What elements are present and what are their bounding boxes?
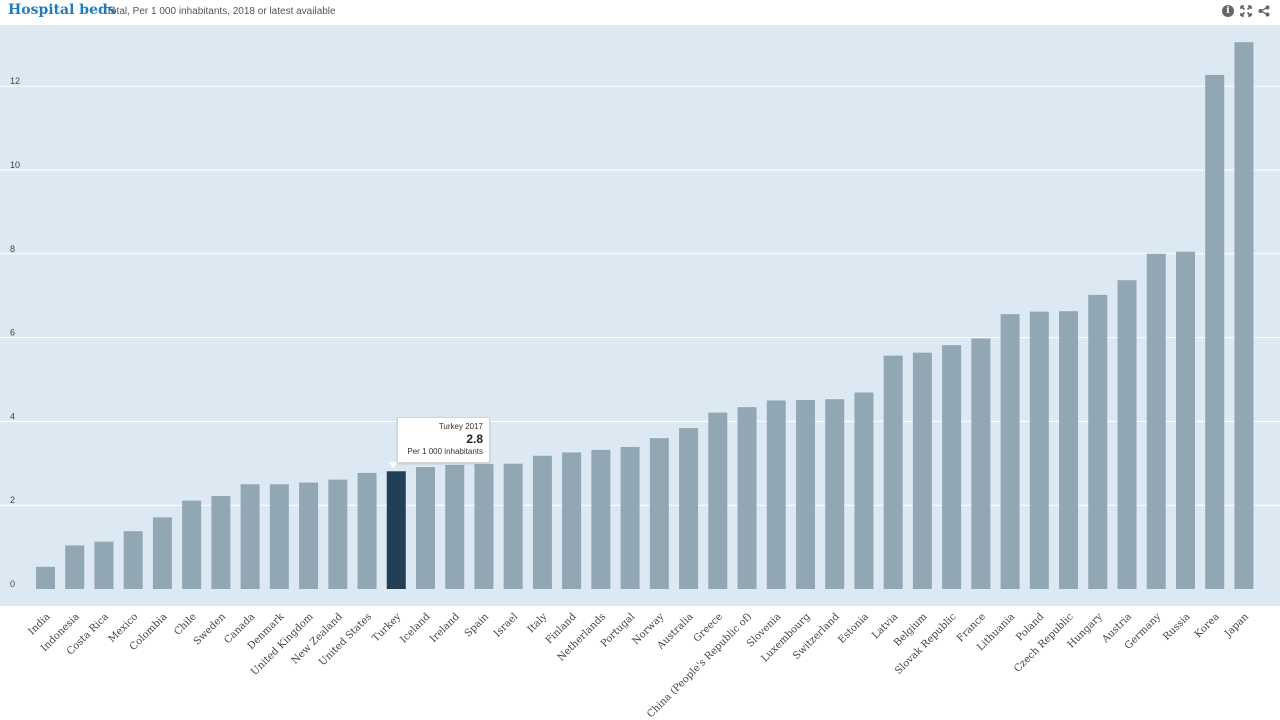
y-axis-ticks: 0 2 4 6 8 10 12 xyxy=(10,76,20,589)
bar-united-states[interactable] xyxy=(357,472,377,589)
y-tick-label: 6 xyxy=(10,328,15,338)
bar-canada[interactable] xyxy=(240,484,260,589)
x-tick-label: Russia xyxy=(1161,611,1192,642)
bar-italy[interactable] xyxy=(532,455,552,589)
bar-mexico[interactable] xyxy=(123,531,143,589)
bar-turkey[interactable] xyxy=(386,471,406,589)
bar-united-kingdom[interactable] xyxy=(299,482,319,589)
tooltip-pointer xyxy=(388,462,398,468)
bar-lithuania[interactable] xyxy=(1000,314,1020,589)
bar-new-zealand[interactable] xyxy=(328,479,348,589)
y-tick-label: 0 xyxy=(10,579,15,589)
fullscreen-icon xyxy=(1240,5,1252,17)
tooltip-label: Turkey 2017 xyxy=(438,422,483,431)
x-tick-label: New Zealand xyxy=(290,611,346,667)
gridlines xyxy=(0,85,1280,506)
chart-toolbar: i xyxy=(1222,5,1270,17)
info-icon: i xyxy=(1222,5,1234,17)
bar-hungary[interactable] xyxy=(1088,294,1108,589)
x-tick-label: Israel xyxy=(492,611,520,639)
bar-sweden[interactable] xyxy=(211,495,231,589)
bar-indonesia[interactable] xyxy=(65,545,85,589)
share-icon xyxy=(1258,5,1270,17)
x-tick-label: United States xyxy=(317,611,374,668)
bar-estonia[interactable] xyxy=(854,392,874,589)
fullscreen-button[interactable] xyxy=(1240,5,1252,17)
bar-australia[interactable] xyxy=(679,428,699,589)
info-button[interactable]: i xyxy=(1222,5,1234,17)
bars xyxy=(36,42,1254,590)
x-tick-label: Iceland xyxy=(398,611,433,646)
bar-spain[interactable] xyxy=(474,464,494,589)
y-tick-label: 10 xyxy=(10,160,20,170)
chart-subtitle: Total, Per 1 000 inhabitants, 2018 or la… xyxy=(106,6,336,17)
tooltip-unit: Per 1 000 inhabitants xyxy=(407,447,483,456)
bar-switzerland[interactable] xyxy=(825,399,845,589)
bar-denmark[interactable] xyxy=(269,484,289,589)
chart-header: Hospital beds Total, Per 1 000 inhabitan… xyxy=(0,0,1280,24)
bar-greece[interactable] xyxy=(708,412,728,589)
share-button[interactable] xyxy=(1258,5,1270,17)
bar-france[interactable] xyxy=(971,338,991,589)
x-tick-label: Chile xyxy=(172,611,199,638)
chart-title: Hospital beds xyxy=(8,2,116,18)
x-tick-label: Korea xyxy=(1193,611,1222,640)
y-tick-label: 2 xyxy=(10,495,15,505)
bar-slovenia[interactable] xyxy=(766,400,786,589)
bar-iceland[interactable] xyxy=(415,467,435,589)
bar-germany[interactable] xyxy=(1146,253,1166,590)
bar-india[interactable] xyxy=(36,566,55,589)
bar-russia[interactable] xyxy=(1175,251,1195,589)
bar-chile[interactable] xyxy=(182,500,202,589)
tooltip-value: 2.8 xyxy=(466,432,483,446)
bar-norway[interactable] xyxy=(649,438,669,589)
bar-czech-republic[interactable] xyxy=(1059,311,1079,589)
bar-netherlands[interactable] xyxy=(591,449,611,589)
y-tick-label: 4 xyxy=(10,411,15,421)
bar-latvia[interactable] xyxy=(883,355,903,589)
tooltip: Turkey 2017 2.8 Per 1 000 inhabitants xyxy=(397,417,490,463)
x-tick-label: Sweden xyxy=(192,611,229,648)
bar-portugal[interactable] xyxy=(620,446,640,589)
bar-korea[interactable] xyxy=(1205,74,1225,589)
bar-slovak-republic[interactable] xyxy=(942,345,962,589)
bar-luxembourg[interactable] xyxy=(795,400,815,589)
bar-colombia[interactable] xyxy=(152,517,172,589)
bar-finland[interactable] xyxy=(562,452,582,589)
bar-ireland[interactable] xyxy=(445,464,465,589)
y-tick-label: 8 xyxy=(10,244,15,254)
x-tick-label: India xyxy=(26,611,52,637)
x-tick-label: Italy xyxy=(526,611,550,635)
x-tick-label: Ireland xyxy=(428,611,462,645)
bar-costa-rica[interactable] xyxy=(94,541,114,589)
x-tick-label: Estonia xyxy=(836,611,871,646)
y-tick-label: 12 xyxy=(10,76,20,86)
x-tick-label: Japan xyxy=(1222,611,1251,640)
bar-japan[interactable] xyxy=(1234,42,1254,589)
bar-belgium[interactable] xyxy=(912,352,932,589)
bar-china-people-s-republic-of[interactable] xyxy=(737,407,757,589)
bar-israel[interactable] xyxy=(503,463,523,589)
bar-poland[interactable] xyxy=(1029,311,1049,589)
x-tick-label: Spain xyxy=(463,611,492,640)
bar-austria[interactable] xyxy=(1117,280,1137,589)
